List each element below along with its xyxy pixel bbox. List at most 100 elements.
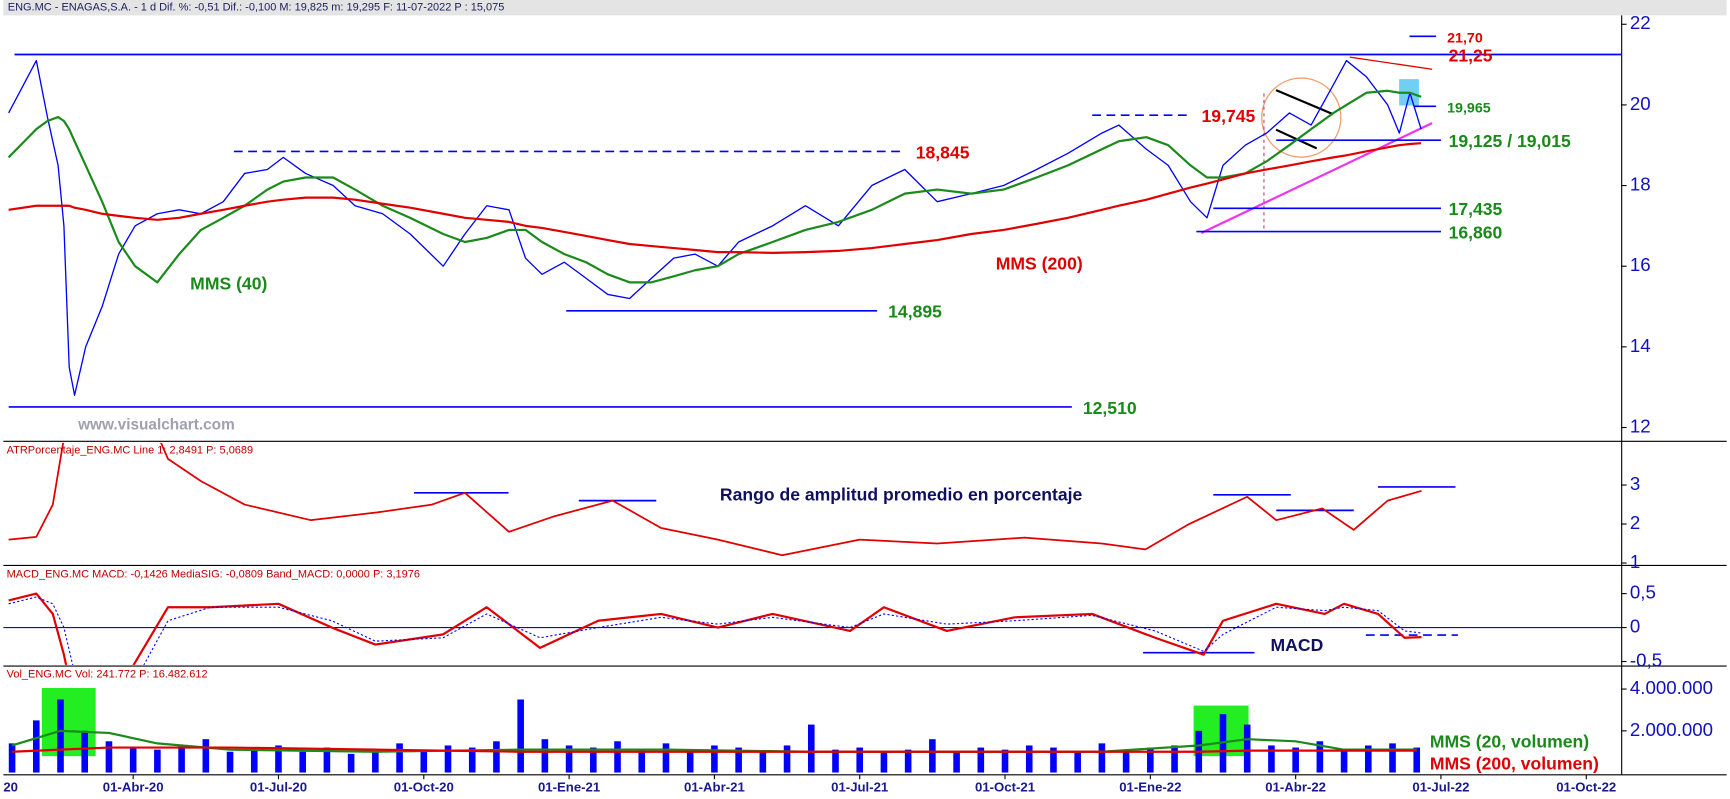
circle-marker bbox=[1261, 77, 1342, 158]
level-label: 21,25 bbox=[1449, 45, 1493, 65]
y-tick-label: 2 bbox=[1630, 512, 1640, 533]
bar bbox=[323, 747, 331, 773]
y-tick-label: 16 bbox=[1630, 254, 1651, 275]
bar bbox=[444, 745, 452, 773]
x-tick-label: 01-Oct-20 bbox=[394, 779, 454, 794]
x-tick-label: 20 bbox=[3, 779, 18, 794]
annotation: MACD bbox=[1271, 635, 1324, 655]
bar bbox=[1413, 747, 1421, 773]
bar bbox=[565, 745, 573, 773]
bar bbox=[32, 720, 40, 773]
y-tick-label: 3 bbox=[1630, 473, 1640, 494]
bar bbox=[420, 749, 428, 773]
series-line bbox=[8, 59, 1422, 396]
bar bbox=[614, 741, 621, 773]
panel bbox=[7, 35, 1622, 408]
bar bbox=[105, 741, 113, 773]
bar bbox=[1292, 747, 1299, 773]
bar bbox=[57, 699, 64, 773]
y-tick-label: 20 bbox=[1630, 93, 1651, 114]
annotation: Rango de amplitud promedio en porcentaje bbox=[720, 484, 1083, 504]
bar bbox=[1147, 747, 1154, 773]
bar bbox=[1268, 745, 1275, 773]
bar bbox=[1001, 749, 1009, 773]
bar bbox=[468, 747, 476, 773]
x-tick-label: 01-Ene-21 bbox=[538, 779, 600, 794]
x-tick-label: 01-Abr-21 bbox=[684, 779, 745, 794]
trend-line bbox=[1275, 89, 1334, 116]
y-tick-label: -0,5 bbox=[1630, 649, 1662, 670]
panel bbox=[8, 699, 1421, 773]
panel-title: Vol_ENG.MC Vol: 241.772 P: 16.482.612 bbox=[7, 669, 208, 681]
y-tick-label: 12 bbox=[1630, 415, 1651, 436]
y-tick-label: 4.000.000 bbox=[1630, 677, 1713, 698]
legend-entry: MMS (20, volumen) bbox=[1430, 732, 1589, 752]
x-tick-label: 01-Oct-22 bbox=[1556, 779, 1616, 794]
level-label: 19,965 bbox=[1447, 100, 1491, 116]
bar bbox=[1171, 745, 1178, 773]
bar bbox=[493, 741, 500, 773]
x-tick-label: 01-Abr-22 bbox=[1265, 779, 1326, 794]
series-label: MMS (200) bbox=[996, 254, 1083, 274]
bar bbox=[250, 749, 258, 773]
series-line bbox=[7, 89, 1422, 284]
series-line bbox=[8, 596, 1422, 665]
bar bbox=[880, 751, 888, 773]
level-label: 16,860 bbox=[1449, 222, 1503, 242]
panel bbox=[3, 592, 1622, 665]
y-tick-label: 0,5 bbox=[1630, 582, 1656, 603]
level-label: 18,845 bbox=[916, 142, 970, 162]
bar bbox=[686, 751, 694, 773]
bar bbox=[735, 747, 742, 773]
bar bbox=[1074, 751, 1081, 773]
header-title: ENG.MC - ENAGAS,S.A. - 1 d Dif. %: -0,51… bbox=[8, 2, 505, 14]
panel-title: MACD_ENG.MC MACD: -0,1426 MediaSIG: -0,0… bbox=[7, 569, 420, 581]
y-tick-label: 18 bbox=[1630, 173, 1651, 194]
legend-entry: MMS (200, volumen) bbox=[1430, 754, 1599, 774]
level-label: 19,125 / 19,015 bbox=[1449, 131, 1571, 151]
bar bbox=[81, 730, 89, 773]
x-tick-label: 01-Abr-20 bbox=[103, 779, 164, 794]
series-line bbox=[8, 442, 1422, 557]
bar bbox=[372, 751, 379, 773]
y-tick-label: 1 bbox=[1630, 551, 1640, 572]
bar bbox=[1050, 747, 1057, 773]
level-label: 21,70 bbox=[1447, 30, 1483, 46]
bar bbox=[178, 745, 185, 773]
level-label: 17,435 bbox=[1449, 199, 1503, 219]
bar bbox=[1122, 749, 1130, 773]
bar bbox=[1025, 745, 1033, 773]
bar bbox=[904, 749, 912, 773]
x-tick-label: 01-Jul-21 bbox=[831, 779, 888, 794]
level-label: 12,510 bbox=[1083, 398, 1137, 418]
bar bbox=[347, 753, 355, 773]
bar bbox=[807, 724, 815, 773]
x-tick-label: 01-Oct-21 bbox=[975, 779, 1035, 794]
level-label: 19,745 bbox=[1202, 106, 1256, 126]
x-tick-label: 01-Jul-20 bbox=[250, 779, 307, 794]
bar bbox=[8, 743, 16, 773]
bar bbox=[783, 745, 791, 773]
y-tick-label: 2.000.000 bbox=[1630, 719, 1713, 740]
bar bbox=[396, 743, 403, 773]
bar bbox=[1365, 745, 1372, 773]
bar bbox=[154, 749, 161, 773]
trend-line bbox=[1349, 56, 1433, 70]
header-bar bbox=[3, 0, 1727, 16]
bar bbox=[759, 751, 767, 773]
bar bbox=[1098, 743, 1106, 773]
bar bbox=[662, 743, 670, 773]
bar bbox=[275, 745, 282, 773]
bar bbox=[832, 749, 839, 773]
bar bbox=[517, 699, 524, 773]
bar bbox=[202, 739, 210, 773]
trend-line bbox=[1200, 122, 1433, 234]
x-tick-label: 01-Ene-22 bbox=[1119, 779, 1181, 794]
bar bbox=[129, 747, 137, 773]
bar bbox=[1243, 724, 1251, 773]
bar bbox=[856, 747, 864, 773]
bar bbox=[977, 747, 985, 773]
bar bbox=[1340, 749, 1348, 773]
y-tick-label: 0 bbox=[1630, 615, 1640, 636]
bar bbox=[711, 745, 718, 773]
